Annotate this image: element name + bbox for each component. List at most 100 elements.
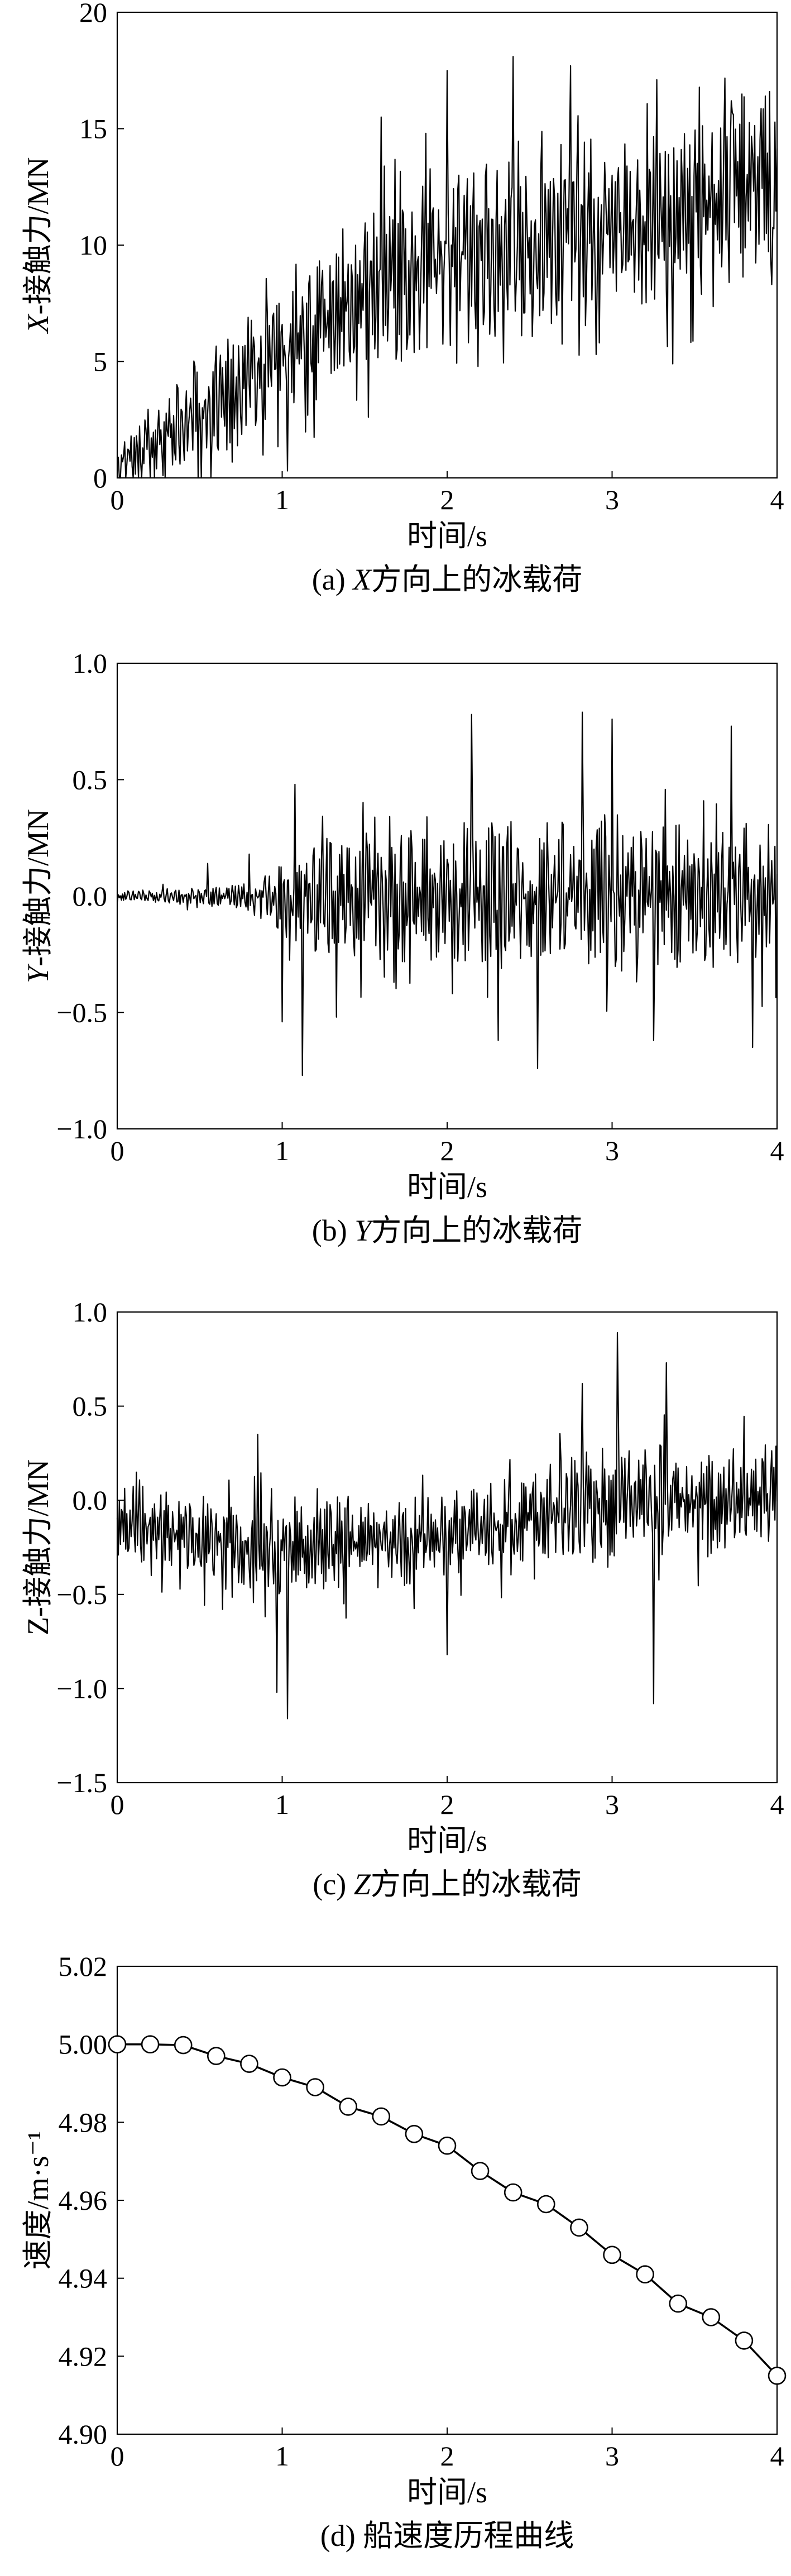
x-load-ytick-label: 15	[79, 113, 107, 145]
speed-data-point	[240, 2055, 258, 2073]
speed-data-point	[372, 2107, 391, 2126]
z-load-ytick-label: −1.0	[56, 1673, 107, 1704]
x-load-xtick-label: 4	[770, 484, 784, 515]
z-load-caption-prefix: (c)	[313, 1868, 353, 1901]
speed-caption: (d) 船速度历程曲线	[320, 2519, 574, 2553]
z-load-caption-var: Z	[354, 1868, 371, 1901]
z-load-xtick-label: 4	[770, 1789, 784, 1820]
speed-ytick-label: 4.96	[59, 2185, 108, 2216]
speed-ytick-label: 4.90	[59, 2419, 108, 2450]
z-load-ytick-label: 0.5	[73, 1391, 108, 1422]
y-load-ytick-label: 0.5	[73, 764, 108, 796]
y-load-xtick-label: 2	[440, 1135, 454, 1166]
speed-data-point	[471, 2162, 490, 2180]
y-load-series-line	[116, 711, 778, 1076]
speed-ytick-label: 4.94	[59, 2263, 108, 2294]
speed-ytick-label: 4.98	[59, 2106, 108, 2138]
x-load-series-line	[116, 56, 778, 479]
z-load-xtick-label: 1	[275, 1789, 289, 1820]
speed-xtick-label: 4	[770, 2440, 784, 2472]
panel-y-load: 0 1 2 3 4−1.0−0.50.00.51.0时间/sY-接触力/MN(b) Y方…	[21, 648, 784, 1247]
x-load-xtick-label: 2	[440, 484, 454, 515]
z-load-ytick-label: −0.5	[56, 1579, 107, 1610]
panel-speed: 0 1 2 3 4 4.90 4.92 4.94 4.96 4.98 5.00 5.02 时间/s 速度/…	[21, 1951, 787, 2553]
y-load-xaxis-label: 时间/s	[407, 1170, 487, 1204]
x-load-xtick-label: 3	[605, 484, 619, 515]
speed-data-point	[636, 2265, 654, 2283]
speed-yaxis-label: 速度/m·s⁻¹	[21, 2131, 55, 2270]
speed-xtick-label: 2	[440, 2440, 454, 2472]
speed-data-point	[174, 2036, 193, 2055]
speed-data-point	[405, 2125, 424, 2143]
y-load-ytick-label: 0.0	[73, 880, 108, 912]
speed-data-point	[768, 2366, 787, 2385]
x-load-ytick-label: 0	[93, 462, 107, 494]
y-load-xtick-label: 4	[770, 1135, 784, 1166]
speed-data-point	[536, 2195, 555, 2214]
x-load-caption-var: X	[352, 563, 372, 596]
y-load-ytick-label: −1.0	[56, 1113, 107, 1145]
x-load-caption-text: 方向上的冰载荷	[371, 563, 582, 596]
x-load-ytick-label: 5	[93, 346, 107, 377]
speed-data-point	[108, 2035, 127, 2053]
z-load-xtick-label: 0	[111, 1789, 124, 1820]
speed-data-point	[339, 2098, 358, 2116]
panel-z-load: 0 1 2 3 4 −1.5 −1.0 −0.5 0.0 0.5 1.0 时间/s Z-接触力/MN (c…	[21, 1296, 784, 1901]
y-load-caption: (b) Y方向上的冰载荷	[312, 1214, 583, 1247]
z-load-series-line	[116, 1332, 778, 1720]
x-load-ytick-label: 20	[79, 0, 107, 28]
speed-xtick-label: 0	[111, 2440, 124, 2472]
x-load-caption-prefix: (a)	[312, 563, 353, 596]
x-load-xaxis-label: 时间/s	[407, 519, 487, 553]
y-load-ytick-label: 1.0	[73, 648, 108, 679]
z-load-xtick-label: 3	[605, 1789, 619, 1820]
speed-data-point	[306, 2078, 324, 2096]
y-load-ytick-label: −0.5	[56, 997, 107, 1028]
x-load-yaxis-label-var: X	[21, 314, 55, 334]
y-load-xtick-label: 1	[275, 1135, 289, 1166]
z-load-ytick-label: −1.5	[56, 1767, 107, 1798]
speed-caption-prefix: (d)	[320, 2519, 363, 2553]
z-load-xtick-label: 2	[440, 1789, 454, 1820]
speed-data-point	[603, 2245, 621, 2264]
y-load-xtick-label: 3	[605, 1135, 619, 1166]
speed-data-point	[273, 2068, 291, 2087]
speed-data-point	[570, 2218, 588, 2237]
speed-data-point	[669, 2294, 687, 2313]
speed-ytick-label: 4.92	[59, 2340, 108, 2372]
y-load-caption-var: Y	[354, 1214, 374, 1247]
speed-ytick-label: 5.00	[59, 2029, 108, 2060]
speed-data-point	[735, 2331, 754, 2350]
z-load-xaxis-label: 时间/s	[407, 1824, 487, 1857]
speed-data-point	[141, 2035, 160, 2053]
x-load-ytick-label: 10	[79, 229, 107, 261]
y-load-yaxis-label: Y-接触力/MN	[21, 809, 55, 983]
y-load-caption-prefix: (b)	[312, 1214, 354, 1247]
y-load-yaxis-label-var: Y	[21, 964, 55, 983]
x-load-yaxis-label: X-接触力/MN	[21, 157, 55, 334]
speed-data-point	[438, 2136, 457, 2155]
speed-xaxis-label: 时间/s	[407, 2476, 487, 2509]
x-load-yaxis-label-text: -接触力/MN	[21, 157, 55, 315]
speed-caption-text: 船速度历程曲线	[363, 2519, 574, 2553]
z-load-caption: (c) Z方向上的冰载荷	[313, 1868, 581, 1901]
z-load-ytick-label: 0.0	[73, 1485, 108, 1516]
y-load-xtick-label: 0	[111, 1135, 124, 1166]
x-load-caption: (a) X方向上的冰载荷	[312, 563, 582, 596]
z-load-ytick-label: 1.0	[73, 1296, 108, 1328]
y-load-yaxis-label-text: -接触力/MN	[21, 809, 55, 966]
z-load-yaxis-label: Z-接触力/MN	[21, 1459, 55, 1635]
z-load-caption-text: 方向上的冰载荷	[371, 1868, 582, 1901]
speed-data-point	[702, 2308, 721, 2326]
x-load-xtick-label: 1	[275, 484, 289, 515]
speed-xtick-label: 3	[605, 2440, 619, 2472]
speed-ytick-label: 5.02	[59, 1951, 108, 1982]
speed-xtick-label: 1	[275, 2440, 289, 2472]
y-load-caption-text: 方向上的冰载荷	[371, 1214, 582, 1247]
speed-data-point	[504, 2183, 522, 2202]
speed-data-point	[207, 2047, 226, 2065]
x-load-xtick-label: 0	[111, 484, 124, 515]
